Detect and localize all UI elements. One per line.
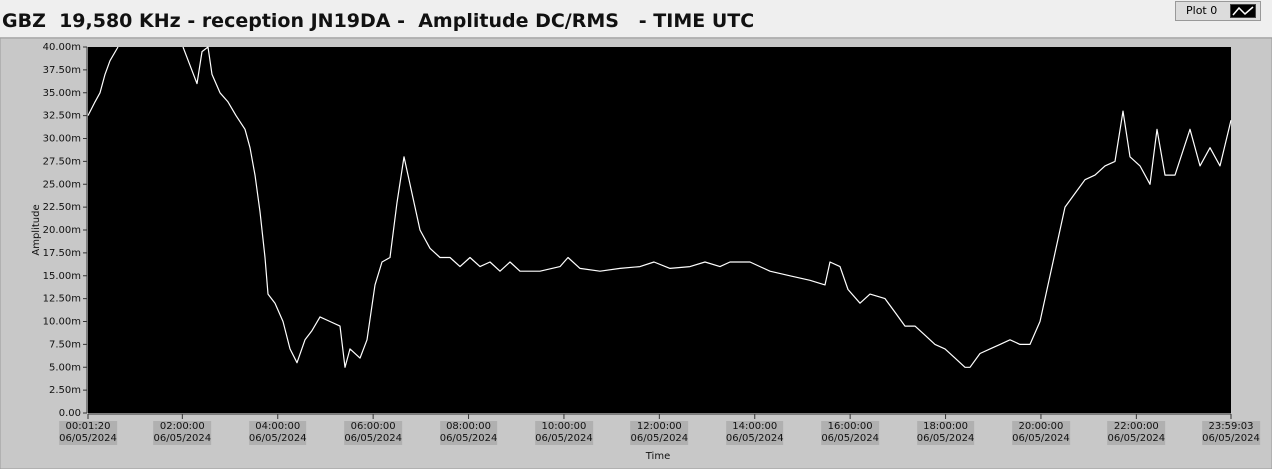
- x-tick-label: 10:00:00 06/05/2024: [535, 421, 593, 445]
- series-line: [87, 46, 1232, 368]
- y-tick-label: 25.00m: [43, 179, 81, 190]
- y-tick-label: 27.50m: [43, 156, 81, 167]
- y-tick-label: 30.00m: [43, 134, 81, 145]
- y-tick-label: 7.50m: [49, 339, 81, 350]
- y-tick-label: 40.00m: [43, 42, 81, 53]
- title-bar: GBZ 19,580 KHz - reception JN19DA - Ampl…: [0, 0, 1272, 37]
- y-tick-label: 17.50m: [43, 248, 81, 259]
- y-axis-label: Amplitude: [31, 204, 42, 255]
- y-tick-label: 37.50m: [43, 65, 81, 76]
- x-tick-label: 06:00:00 06/05/2024: [344, 421, 402, 445]
- legend-icon: [1230, 4, 1256, 18]
- y-tick-label: 2.50m: [49, 385, 81, 396]
- x-tick-label: 22:00:00 06/05/2024: [1107, 421, 1166, 445]
- x-tick-label: 16:00:00 06/05/2024: [821, 421, 879, 445]
- y-tick-label: 35.00m: [43, 88, 81, 99]
- y-tick-label: 0.00: [59, 408, 81, 419]
- chart-title: GBZ 19,580 KHz - reception JN19DA - Ampl…: [2, 10, 755, 32]
- x-tick-label: 00:01:20 06/05/2024: [59, 421, 117, 445]
- x-tick-label: 04:00:00 06/05/2024: [248, 421, 307, 445]
- legend-label: Plot 0: [1186, 4, 1218, 17]
- plot-area: [88, 47, 1231, 413]
- x-axis-label: Time: [645, 451, 670, 462]
- y-tick-label: 32.50m: [43, 111, 81, 122]
- x-tick-label: 12:00:00 06/05/2024: [630, 421, 689, 445]
- x-tick-label: 18:00:00 06/05/2024: [916, 421, 975, 445]
- y-tick-label: 15.00m: [43, 271, 81, 282]
- y-tick-label: 5.00m: [49, 362, 81, 373]
- x-tick-label: 20:00:00 06/05/2024: [1012, 421, 1070, 445]
- x-tick-label: 02:00:00 06/05/2024: [153, 421, 212, 445]
- legend-swatch: [1232, 6, 1254, 16]
- x-tick-label: 14:00:00 06/05/2024: [725, 421, 784, 445]
- legend[interactable]: Plot 0: [1175, 1, 1261, 21]
- x-tick-label: 08:00:00 06/05/2024: [439, 421, 498, 445]
- y-tick-label: 22.50m: [43, 202, 81, 213]
- y-tick-label: 10.00m: [43, 317, 81, 328]
- y-tick-label: 20.00m: [43, 225, 81, 236]
- x-tick-label: 23:59:03 06/05/2024: [1202, 421, 1260, 445]
- y-tick-label: 12.50m: [43, 294, 81, 305]
